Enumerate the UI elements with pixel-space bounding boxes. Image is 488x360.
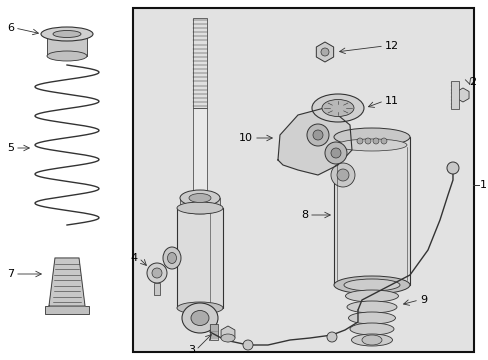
Circle shape [364, 138, 370, 144]
Circle shape [320, 48, 328, 56]
Bar [45, 306, 89, 314]
Bar [209, 324, 218, 340]
Text: 2: 2 [468, 77, 475, 87]
Ellipse shape [333, 128, 409, 146]
Ellipse shape [343, 279, 399, 291]
Bar [450, 81, 458, 109]
Bar [180, 198, 220, 208]
Ellipse shape [167, 252, 176, 264]
Bar [333, 137, 409, 285]
Text: 5: 5 [7, 143, 14, 153]
Polygon shape [49, 258, 85, 306]
Ellipse shape [191, 310, 208, 325]
Ellipse shape [351, 334, 392, 346]
Ellipse shape [177, 302, 223, 314]
Bar [47, 34, 87, 56]
Circle shape [356, 138, 362, 144]
Circle shape [330, 148, 340, 158]
Circle shape [336, 169, 348, 181]
Circle shape [243, 340, 252, 350]
Circle shape [446, 162, 458, 174]
Ellipse shape [180, 202, 220, 214]
Ellipse shape [333, 276, 409, 294]
Text: 11: 11 [384, 96, 398, 106]
Polygon shape [277, 107, 351, 175]
Circle shape [147, 263, 166, 283]
Bar [133, 8, 473, 352]
Circle shape [380, 138, 386, 144]
Bar [193, 108, 206, 198]
Circle shape [330, 163, 354, 187]
Ellipse shape [53, 31, 81, 37]
Circle shape [306, 124, 328, 146]
Ellipse shape [47, 51, 87, 61]
Ellipse shape [349, 323, 393, 335]
Ellipse shape [321, 99, 353, 117]
Circle shape [372, 138, 378, 144]
Text: 12: 12 [384, 41, 398, 51]
Text: 4: 4 [131, 253, 138, 263]
Ellipse shape [180, 190, 220, 206]
Bar [193, 18, 206, 108]
Text: 9: 9 [419, 295, 426, 305]
Text: 1: 1 [479, 180, 486, 190]
Ellipse shape [188, 194, 210, 202]
Ellipse shape [221, 334, 235, 342]
Ellipse shape [177, 202, 223, 214]
Bar [154, 283, 160, 295]
Circle shape [152, 268, 162, 278]
Text: 10: 10 [239, 133, 252, 143]
Text: 8: 8 [300, 210, 307, 220]
Text: 6: 6 [7, 23, 14, 33]
Ellipse shape [41, 27, 93, 41]
Ellipse shape [345, 290, 398, 302]
Ellipse shape [311, 94, 363, 122]
Ellipse shape [182, 303, 218, 333]
Ellipse shape [163, 247, 181, 269]
Circle shape [312, 130, 322, 140]
Text: 7: 7 [7, 269, 14, 279]
Circle shape [326, 332, 336, 342]
Ellipse shape [336, 139, 406, 151]
Bar [177, 208, 223, 308]
Circle shape [325, 142, 346, 164]
Ellipse shape [346, 301, 396, 313]
Ellipse shape [361, 335, 381, 345]
Ellipse shape [348, 312, 395, 324]
Text: 3: 3 [187, 345, 195, 355]
